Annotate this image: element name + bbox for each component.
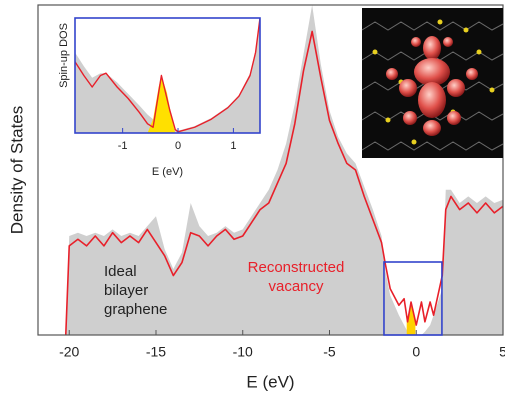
x-tick-label: 1 [230, 140, 236, 152]
series-label: Reconstructed vacancy [248, 259, 345, 295]
area [75, 18, 260, 133]
series-label: Ideal bilayer graphene [104, 263, 167, 318]
plot-area [64, 5, 503, 335]
plot-area [75, 18, 260, 133]
x-tick-label: 0 [175, 140, 181, 152]
x-tick-label: 0 [412, 344, 420, 360]
y-axis-label: Density of States [7, 106, 26, 235]
y-axis-label: Spin-up DOS [58, 23, 70, 88]
x-tick-label: -15 [146, 344, 166, 360]
line [64, 30, 503, 335]
x-axis-label: E (eV) [246, 372, 294, 391]
x-tick-label: -1 [118, 140, 128, 152]
zoom-box [383, 261, 443, 336]
x-tick-label: -20 [59, 344, 79, 360]
area [65, 5, 503, 335]
inset-plot: -1 0 1 E (eV) Spin-up DOS [58, 17, 261, 178]
x-tick-label: -10 [233, 344, 253, 360]
line [75, 18, 260, 133]
x-tick-label: -5 [323, 344, 336, 360]
highlight-area [406, 302, 416, 335]
x-axis-label: E (eV) [152, 166, 183, 178]
plot-frame [74, 17, 261, 134]
x-tick-label: 5 [499, 344, 505, 360]
plot-frame [37, 4, 504, 336]
structure-image [361, 8, 504, 158]
